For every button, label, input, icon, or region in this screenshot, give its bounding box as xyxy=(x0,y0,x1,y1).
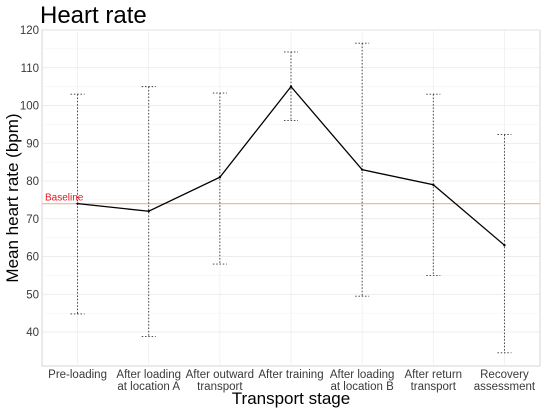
x-tick-label-line: Pre-loading xyxy=(48,369,107,381)
series-layer xyxy=(76,85,506,247)
data-point xyxy=(432,183,435,186)
x-tick-label: Pre-loading xyxy=(48,369,107,381)
x-tick-label-line: assessment xyxy=(474,381,536,393)
x-axis-title: Transport stage xyxy=(232,389,350,408)
data-point xyxy=(289,85,293,88)
x-tick-label: After outward transport xyxy=(186,369,254,393)
y-tick-label: 100 xyxy=(20,101,39,113)
x-tick-label-line: transport xyxy=(197,381,243,393)
x-tick-label-line: at location B xyxy=(330,381,394,393)
y-tick-label: 120 xyxy=(20,25,39,37)
y-tick-labels: 40 50 60 70 80 90 100 110 120 xyxy=(20,25,39,339)
y-tick-label: 80 xyxy=(26,176,39,188)
reference-layer: Baseline xyxy=(42,193,540,205)
y-tick-label: 60 xyxy=(26,252,39,264)
x-tick-label: After return transport xyxy=(405,369,463,393)
x-tick-label-line: After loading xyxy=(116,369,181,381)
x-tick-label-line: at location A xyxy=(117,381,180,393)
y-tick-label: 70 xyxy=(26,214,39,226)
y-tick-label: 50 xyxy=(26,289,39,301)
x-tick-label-line: After return xyxy=(405,369,463,381)
x-tick-label: After loading at location A xyxy=(116,369,181,393)
data-point xyxy=(147,210,150,213)
y-tick-label: 110 xyxy=(21,63,39,75)
chart-title: Heart rate xyxy=(40,2,147,29)
y-tick-label: 40 xyxy=(26,327,39,339)
x-tick-label-line: After loading xyxy=(330,369,395,381)
data-point xyxy=(360,168,364,171)
x-tick-labels: Pre-loading After loading at location AAft… xyxy=(48,369,536,393)
x-tick-label: After loading at location B xyxy=(330,369,395,393)
data-point xyxy=(76,202,79,205)
baseline-label: Baseline xyxy=(45,193,84,204)
data-point xyxy=(503,243,506,247)
data-point xyxy=(218,176,222,179)
x-tick-label: After training xyxy=(258,369,323,381)
x-tick-label: Recovery assessment xyxy=(474,369,536,393)
y-tick-label: 90 xyxy=(26,138,39,150)
y-axis-title: Mean heart rate (bpm) xyxy=(3,113,22,282)
x-tick-label-line: Recovery xyxy=(480,369,529,381)
x-tick-label-line: After outward xyxy=(186,369,254,381)
x-tick-label-line: After training xyxy=(258,369,323,381)
x-tick-label-line: transport xyxy=(411,381,457,393)
